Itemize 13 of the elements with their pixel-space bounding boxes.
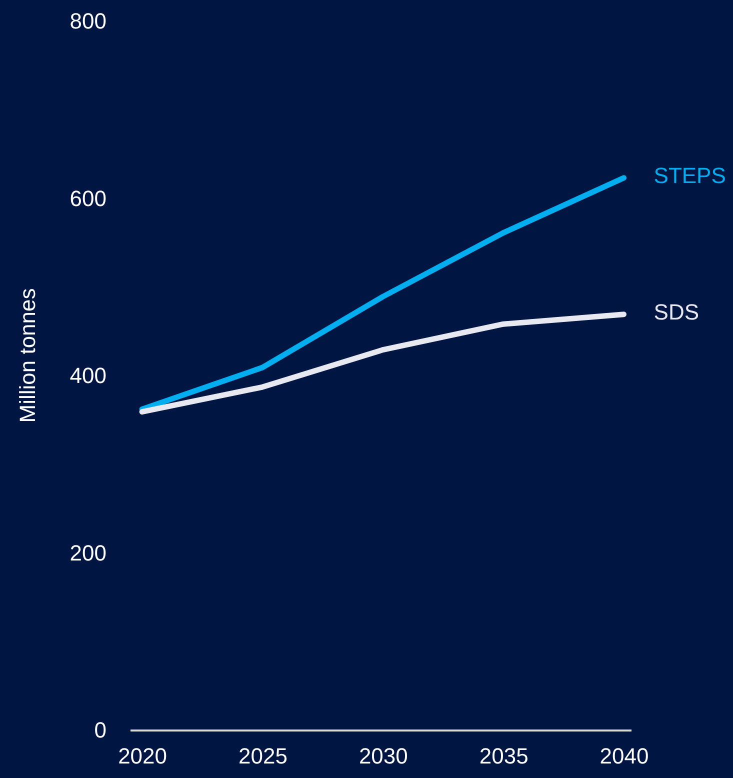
series-label: SDS: [654, 299, 700, 324]
x-tick-label: 2020: [118, 744, 168, 768]
y-axis-title: Million tonnes: [14, 288, 40, 423]
x-tick-label: 2025: [238, 744, 288, 768]
y-tick-label: 400: [70, 363, 106, 388]
y-tick-label: 600: [70, 186, 106, 211]
y-tick-label: 800: [70, 8, 106, 34]
x-tick-label: 2035: [479, 744, 528, 768]
x-tick-label: 2030: [358, 744, 408, 768]
series-label: STEPS: [654, 162, 726, 188]
y-tick-label: 0: [94, 718, 106, 742]
y-tick-label: 200: [70, 540, 106, 566]
x-tick-label: 2040: [600, 744, 649, 768]
